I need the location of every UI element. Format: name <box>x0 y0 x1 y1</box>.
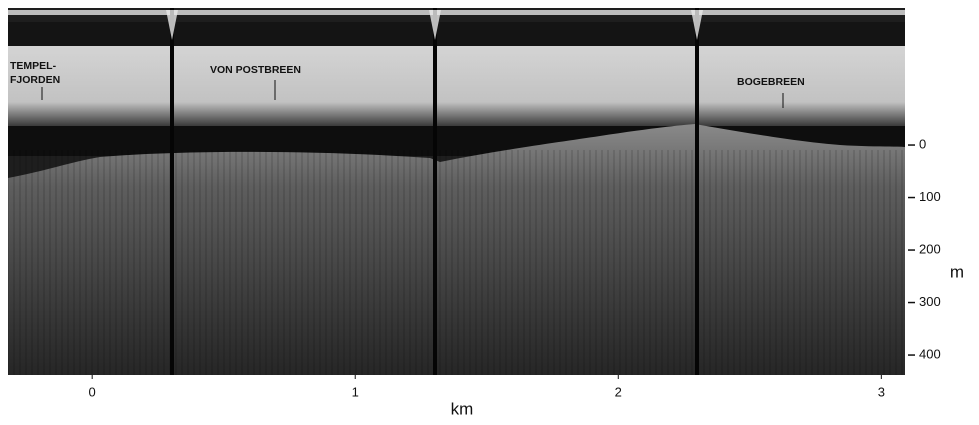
annotation: VON POSTBREEN <box>210 64 301 76</box>
y-axis-label: m <box>950 262 964 281</box>
y-tick-label: 0 <box>919 136 926 151</box>
x-axis-label: km <box>451 399 474 418</box>
radargram <box>8 8 905 375</box>
annotation: FJORDEN <box>10 74 60 86</box>
y-tick-label: 400 <box>919 346 941 361</box>
x-tick-label: 1 <box>352 384 359 399</box>
annotations: TEMPEL- FJORDEN VON POSTBREEN BOGEBREEN <box>10 60 805 108</box>
x-tick-label: 0 <box>89 384 96 399</box>
x-tick-label: 3 <box>878 384 885 399</box>
y-tick-label: 300 <box>919 294 941 309</box>
annotation: TEMPEL- <box>10 60 57 72</box>
x-tick-label: 2 <box>615 384 622 399</box>
y-tick-label: 100 <box>919 189 941 204</box>
y-tick-label: 200 <box>919 241 941 256</box>
annotation: BOGEBREEN <box>737 76 805 88</box>
